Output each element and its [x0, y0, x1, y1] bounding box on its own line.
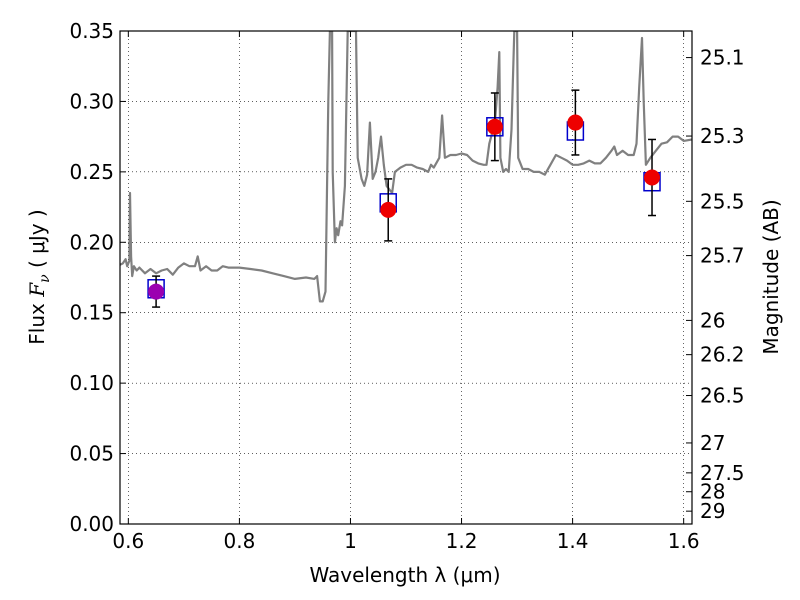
- axes-frame: [119, 30, 693, 525]
- observed-point: [644, 169, 661, 186]
- y2-tick-label: 25.7: [700, 244, 745, 268]
- x-axis-label: Wavelength λ (μm): [309, 563, 500, 587]
- x-tick-label: 1.6: [668, 529, 700, 553]
- x-tick-label: 1.4: [557, 529, 589, 553]
- y2-tick-label: 26: [700, 308, 725, 332]
- observed-point: [148, 283, 165, 300]
- x-tick-label: 1.2: [446, 529, 478, 553]
- spectrum-line: [120, 31, 692, 303]
- observed-point: [567, 114, 584, 131]
- y-tick-label: 0.30: [69, 89, 114, 113]
- y2-tick-label: 27: [700, 431, 725, 455]
- y-tick-label: 0.20: [69, 230, 114, 254]
- y2-tick-label: 29: [700, 499, 725, 523]
- y-tick-label: 0.00: [69, 512, 114, 536]
- y2-tick-label: 28: [700, 480, 725, 504]
- axis-ticks: 0.6 0.8 1 1.2 1.4 1.6 0.00 0.05 0.10 0.15 0.20 0.25…: [69, 19, 744, 553]
- plot-area: [120, 31, 692, 308]
- y-axis-label: Flux Fν ( μJy ): [25, 209, 53, 344]
- y2-tick-label: 25.5: [700, 189, 745, 213]
- y-tick-label: 0.15: [69, 301, 114, 325]
- y2-tick-label: 27.5: [700, 461, 745, 485]
- y-tick-label: 0.05: [69, 442, 114, 466]
- y2-tick-label: 26.2: [700, 343, 745, 367]
- y2-tick-label: 25.3: [700, 124, 745, 148]
- y-tick-label: 0.10: [69, 371, 114, 395]
- y-tick-label: 0.25: [69, 160, 114, 184]
- observed-point: [380, 201, 397, 218]
- x-tick-label: 1: [344, 529, 357, 553]
- y2-tick-label: 25.1: [700, 46, 745, 70]
- y2-tick-label: 26.5: [700, 384, 745, 408]
- x-tick-label: 0.6: [112, 529, 144, 553]
- grid-lines: [120, 30, 692, 525]
- y2-axis-label: Magnitude (AB): [759, 199, 783, 354]
- x-tick-label: 0.8: [223, 529, 255, 553]
- y-tick-label: 0.35: [69, 19, 114, 43]
- observed-point: [486, 118, 503, 135]
